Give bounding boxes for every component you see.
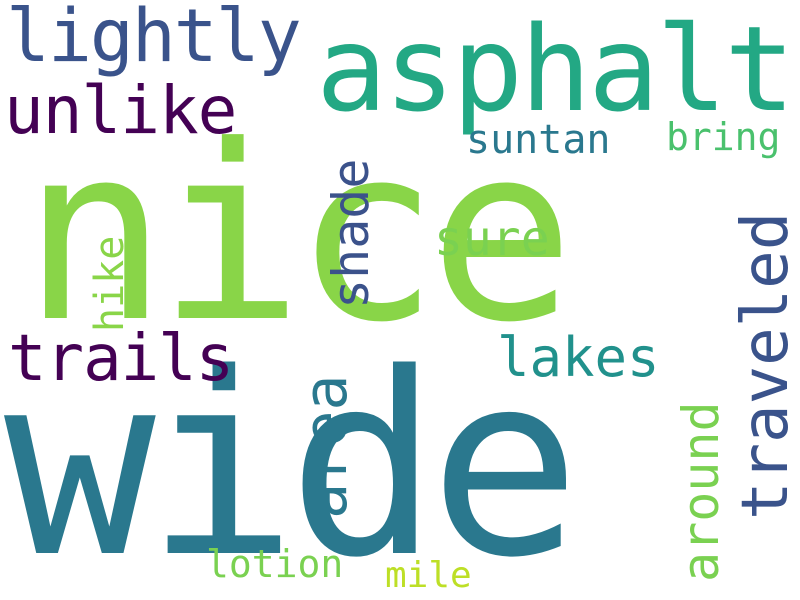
word-asphalt: asphalt bbox=[316, 0, 795, 138]
word-traveled: traveled bbox=[729, 211, 800, 520]
word-trails: trails bbox=[8, 322, 234, 396]
word-unlike: unlike bbox=[4, 72, 237, 149]
word-bring: bring bbox=[666, 115, 781, 159]
word-sure: sure bbox=[434, 211, 550, 267]
word-around: around bbox=[672, 401, 730, 582]
word-lotion: lotion bbox=[206, 542, 344, 586]
word-nice: nice bbox=[22, 94, 575, 376]
word-suntan: suntan bbox=[466, 117, 611, 163]
word-shade: shade bbox=[322, 158, 380, 309]
word-lightly: lightly bbox=[6, 0, 302, 79]
word-mile: mile bbox=[385, 555, 472, 596]
word-lakes: lakes bbox=[497, 326, 660, 389]
word-area: area bbox=[291, 374, 361, 520]
word-wide: wide bbox=[4, 320, 581, 600]
word-hike: hike bbox=[87, 235, 133, 332]
